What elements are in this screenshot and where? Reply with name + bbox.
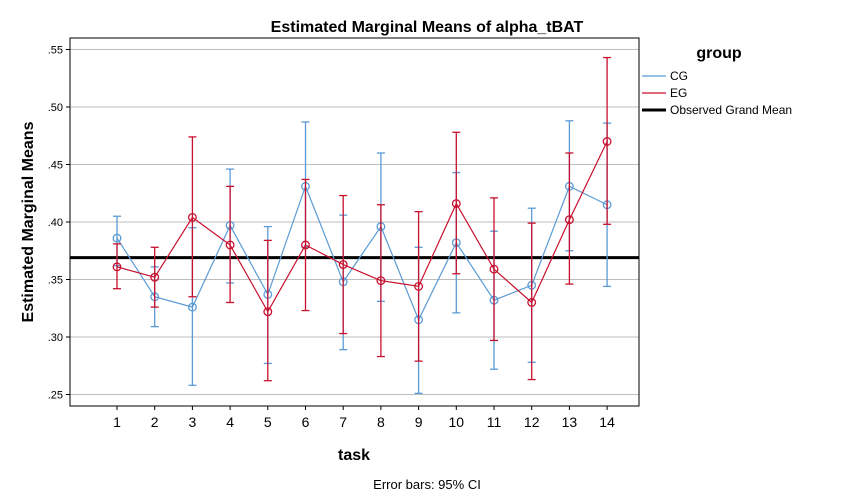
data-point-eg [527, 298, 537, 307]
data-point-eg [376, 276, 386, 286]
data-point-cg [187, 302, 197, 312]
x-tick-label: 1 [113, 414, 121, 430]
y-axis-ticks: .25 .30 .35 .40 .45 .50 .55 [48, 45, 70, 402]
y-tick-label: .35 [48, 275, 63, 287]
data-point-eg [489, 264, 499, 274]
x-tick-label: 9 [415, 414, 423, 430]
x-tick-label: 8 [377, 414, 385, 430]
data-point-eg [564, 215, 574, 225]
x-tick-label: 6 [302, 414, 310, 430]
series-line-eg [116, 141, 608, 313]
data-point-eg [263, 307, 273, 317]
data-point-eg [602, 137, 612, 146]
x-tick-label: 12 [524, 414, 540, 430]
y-tick-label: .30 [48, 332, 63, 344]
data-point-cg [112, 233, 122, 243]
x-tick-label: 4 [226, 414, 234, 430]
x-tick-label: 2 [151, 414, 159, 430]
series-layer [112, 56, 612, 395]
x-axis-label: task [338, 447, 370, 464]
series-eg [112, 56, 612, 382]
x-tick-label: 3 [189, 414, 197, 430]
x-tick-label: 13 [562, 414, 578, 430]
chart-title: Estimated Marginal Means of alpha_tBAT [271, 19, 584, 36]
legend-label-grand-mean: Observed Grand Mean [670, 103, 792, 117]
y-tick-label: .40 [48, 217, 63, 229]
data-point-eg [112, 262, 122, 272]
legend-label-eg: EG [670, 86, 687, 100]
x-tick-label: 10 [449, 414, 465, 430]
data-point-eg [301, 240, 310, 250]
y-axis-label: Estimated Marginal Means [20, 121, 37, 322]
grid-lines [70, 49, 639, 395]
data-point-eg [414, 281, 424, 291]
x-axis-ticks: 1 2 3 4 5 6 7 8 9 10 11 12 13 14 [113, 406, 615, 430]
series-line-cg [116, 184, 608, 322]
error-bars-footnote: Error bars: 95% CI [373, 477, 481, 492]
data-point-eg [451, 199, 461, 209]
data-point-eg [150, 272, 160, 282]
data-point-eg [225, 240, 235, 250]
y-tick-label: .50 [48, 102, 63, 114]
legend: group CG EG Observed Grand Mean [642, 45, 792, 117]
x-tick-label: 14 [599, 414, 615, 430]
y-tick-label: .25 [48, 390, 63, 402]
y-tick-label: .45 [48, 160, 63, 172]
legend-label-cg: CG [670, 69, 688, 83]
data-point-eg [187, 212, 197, 222]
x-tick-label: 5 [264, 414, 272, 430]
x-tick-label: 7 [339, 414, 347, 430]
x-tick-label: 11 [487, 414, 502, 430]
y-tick-label: .55 [48, 45, 63, 57]
data-point-eg [338, 260, 348, 269]
legend-title: group [696, 45, 742, 62]
